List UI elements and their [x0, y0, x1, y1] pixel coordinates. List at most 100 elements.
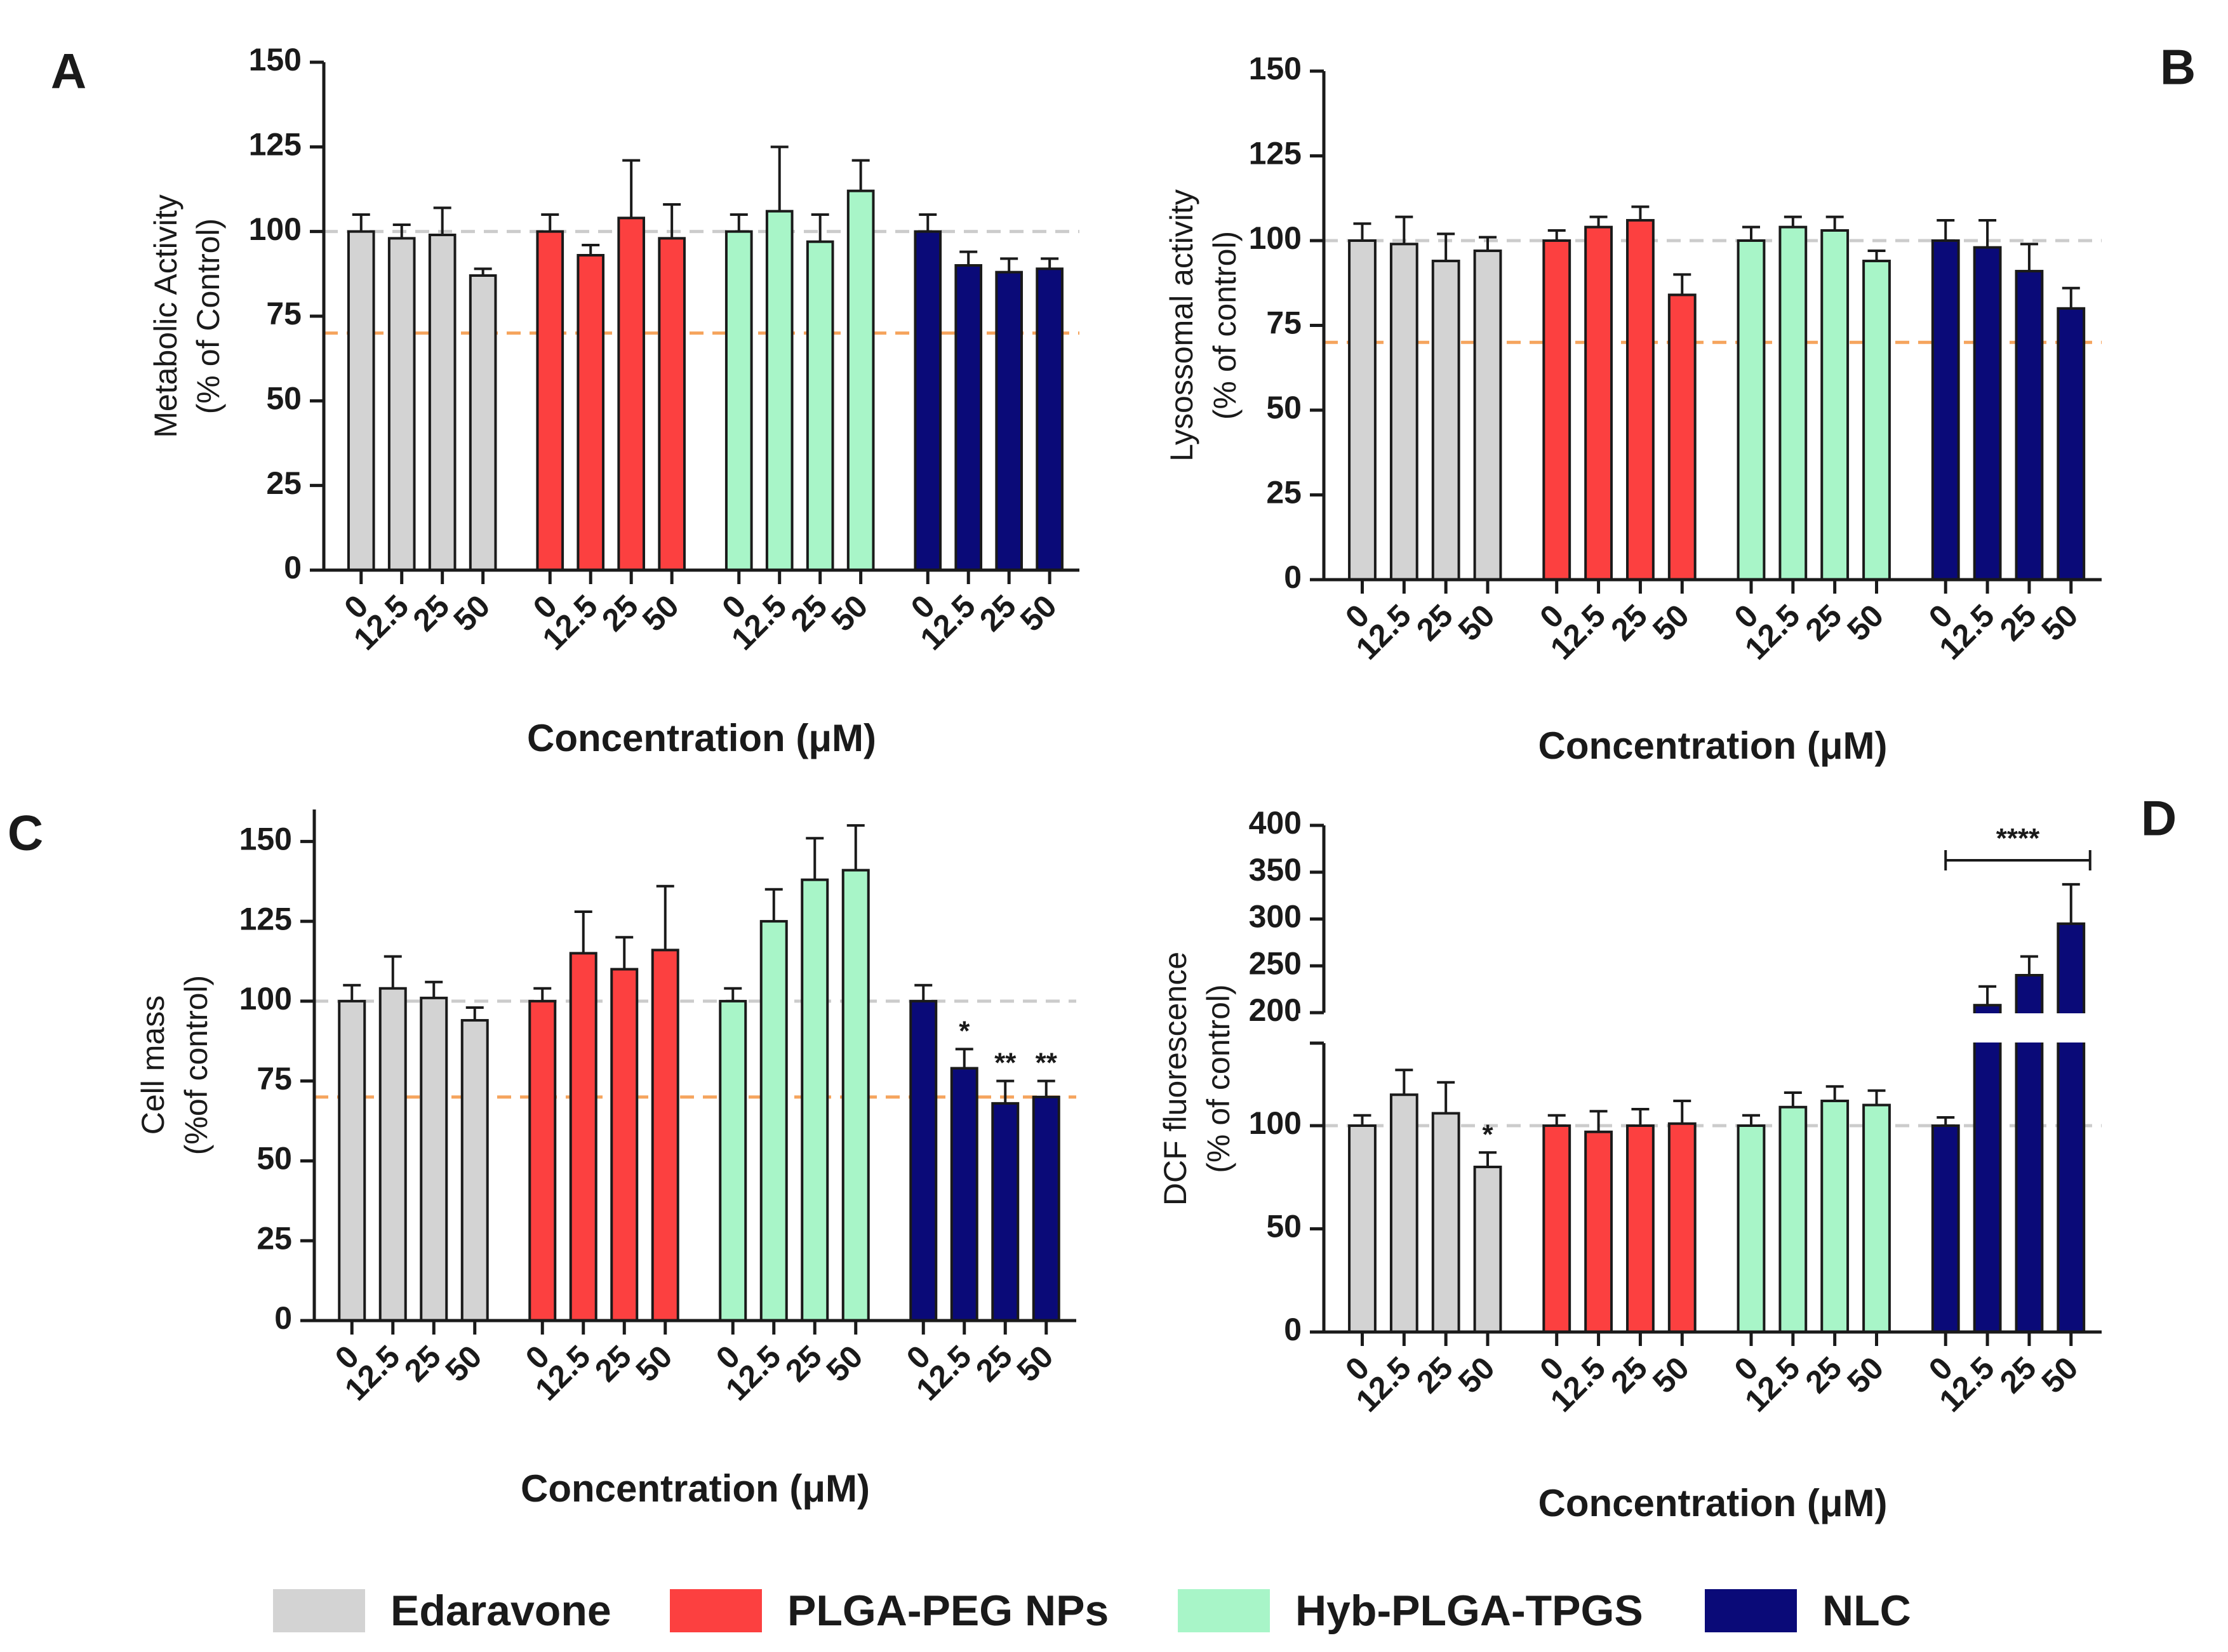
panel-b: B Lysossomal activity (% of control) 0 25 50 7… [1164, 39, 2196, 767]
y-tick-label-a: 150 [249, 42, 302, 77]
bar-hyb-plga-tpgs [1862, 260, 1891, 581]
bar-plga-peg-nps [658, 237, 686, 572]
bar-hyb-plga-tpgs [801, 878, 829, 1322]
bar-plga-peg-nps [536, 230, 564, 571]
legend-label-nlc: NLC [1822, 1587, 1911, 1635]
bar-nlc [2015, 270, 2044, 581]
bar-nlc [2057, 922, 2086, 1333]
bar-plga-peg-nps [1584, 225, 1613, 581]
y-tick-label-a: 0 [284, 550, 302, 585]
legend-label-edaravone: Edaravone [390, 1587, 611, 1635]
legend-item-nlc: NLC [1705, 1582, 1911, 1639]
x-tick-label-a: 50 [636, 588, 686, 638]
panel-d: D DCF fluorescence (% of control) 0 50 100 200… [1157, 790, 2177, 1524]
y-tick-label-b: 75 [1266, 305, 1302, 341]
bar-edaravone [1473, 1166, 1502, 1333]
bar-edaravone [1431, 260, 1460, 581]
bar-hyb-plga-tpgs [765, 210, 794, 571]
bar-hyb-plga-tpgs [806, 240, 834, 571]
x-tick-label-d: 50 [1646, 1350, 1696, 1400]
bar-edaravone [1473, 250, 1502, 581]
y-tick-label-d: 250 [1249, 945, 1302, 981]
x-tick-label-a: 50 [446, 588, 497, 638]
y-axis-label-d: DCF fluorescence [1157, 952, 1193, 1206]
bar-edaravone [378, 987, 407, 1322]
y-tick-label-d: 100 [1249, 1105, 1302, 1141]
bar-edaravone [420, 996, 448, 1322]
bar-plga-peg-nps [610, 968, 639, 1322]
panel-letter-b: B [2160, 39, 2196, 95]
significance-mark-nlc: ** [994, 1048, 1017, 1079]
bar-edaravone [1348, 239, 1377, 581]
legend: Edaravone PLGA-PEG NPs Hyb-PLGA-TPGS NLC [0, 1575, 2228, 1644]
bar-hyb-plga-tpgs [1778, 225, 1808, 581]
y-tick-label-d: 0 [1284, 1312, 1302, 1347]
x-tick-label-c: 50 [629, 1338, 679, 1389]
bar-plga-peg-nps [1542, 239, 1571, 581]
legend-item-hyb-plga-tpgs: Hyb-PLGA-TPGS [1178, 1582, 1643, 1639]
bar-nlc [1931, 239, 1960, 581]
significance-mark-edaravone: * [1482, 1119, 1493, 1150]
x-axis-label-a: Concentration (μM) [527, 717, 876, 759]
y-axis-sublabel-a: (% of Control) [190, 218, 226, 414]
y-tick-label-b: 50 [1266, 390, 1302, 425]
y-tick-label-d: 400 [1249, 805, 1302, 841]
bar-edaravone [460, 1019, 489, 1322]
y-tick-label-a: 100 [249, 211, 302, 247]
bar-edaravone [1389, 1093, 1418, 1333]
legend-label-plga-peg: PLGA-PEG NPs [787, 1587, 1109, 1635]
y-axis-label-a: Metabolic Activity [148, 194, 183, 437]
bar-edaravone [469, 274, 497, 571]
bar-nlc [991, 1102, 1020, 1322]
bar-edaravone [338, 999, 366, 1322]
bar-hyb-plga-tpgs [724, 230, 753, 571]
x-tick-label-b: 50 [1451, 597, 1502, 648]
y-tick-label-c: 100 [239, 981, 292, 1016]
y-tick-label-b: 25 [1266, 475, 1302, 510]
y-tick-label-c: 75 [257, 1061, 292, 1096]
bar-nlc [1973, 246, 2002, 581]
y-tick-label-b: 125 [1249, 136, 1302, 171]
bar-hyb-plga-tpgs [1820, 1100, 1850, 1333]
x-tick-label-c: 50 [820, 1338, 870, 1389]
legend-label-hyb-plga-tpgs: Hyb-PLGA-TPGS [1295, 1587, 1643, 1635]
bar-plga-peg-nps [1667, 1122, 1697, 1333]
y-tick-label-b: 100 [1249, 220, 1302, 256]
bar-hyb-plga-tpgs [1737, 239, 1766, 581]
bar-plga-peg-nps [1584, 1130, 1613, 1333]
y-tick-label-c: 125 [239, 901, 292, 936]
x-tick-label-a: 50 [824, 588, 874, 638]
bar-edaravone [1348, 1124, 1377, 1333]
y-tick-label-d: 50 [1266, 1209, 1302, 1244]
bar-hyb-plga-tpgs [1820, 229, 1850, 582]
bar-plga-peg-nps [1667, 293, 1697, 581]
bar-nlc [1032, 1095, 1060, 1322]
significance-bracket-label-d: **** [1996, 823, 2040, 854]
bar-plga-peg-nps [1542, 1124, 1571, 1333]
significance-mark-nlc: ** [1036, 1048, 1058, 1079]
x-axis-label-c: Concentration (μM) [521, 1467, 870, 1510]
y-tick-label-c: 25 [257, 1220, 292, 1256]
y-tick-label-a: 50 [266, 381, 302, 416]
x-axis-label-d: Concentration (μM) [1538, 1482, 1888, 1524]
panel-letter-c: C [8, 805, 43, 861]
x-tick-label-a: 50 [1013, 588, 1064, 638]
y-tick-label-d: 300 [1249, 899, 1302, 935]
bar-hyb-plga-tpgs [846, 189, 875, 571]
y-tick-label-c: 50 [257, 1141, 292, 1176]
bar-edaravone [347, 230, 375, 571]
x-tick-label-d: 50 [1451, 1350, 1502, 1400]
bar-hyb-plga-tpgs [1778, 1105, 1808, 1333]
y-axis-sublabel-b: (% of control) [1207, 231, 1243, 420]
bar-edaravone [387, 237, 416, 572]
bar-hyb-plga-tpgs [719, 999, 747, 1322]
bar-hyb-plga-tpgs [759, 920, 788, 1322]
x-axis-label-b: Concentration (μM) [1538, 724, 1888, 767]
bar-hyb-plga-tpgs [1862, 1103, 1891, 1333]
bar-nlc [1973, 1004, 2002, 1333]
legend-swatch-plga-peg [670, 1589, 762, 1632]
bar-plga-peg-nps [1626, 218, 1655, 581]
bar-plga-peg-nps [528, 999, 557, 1322]
